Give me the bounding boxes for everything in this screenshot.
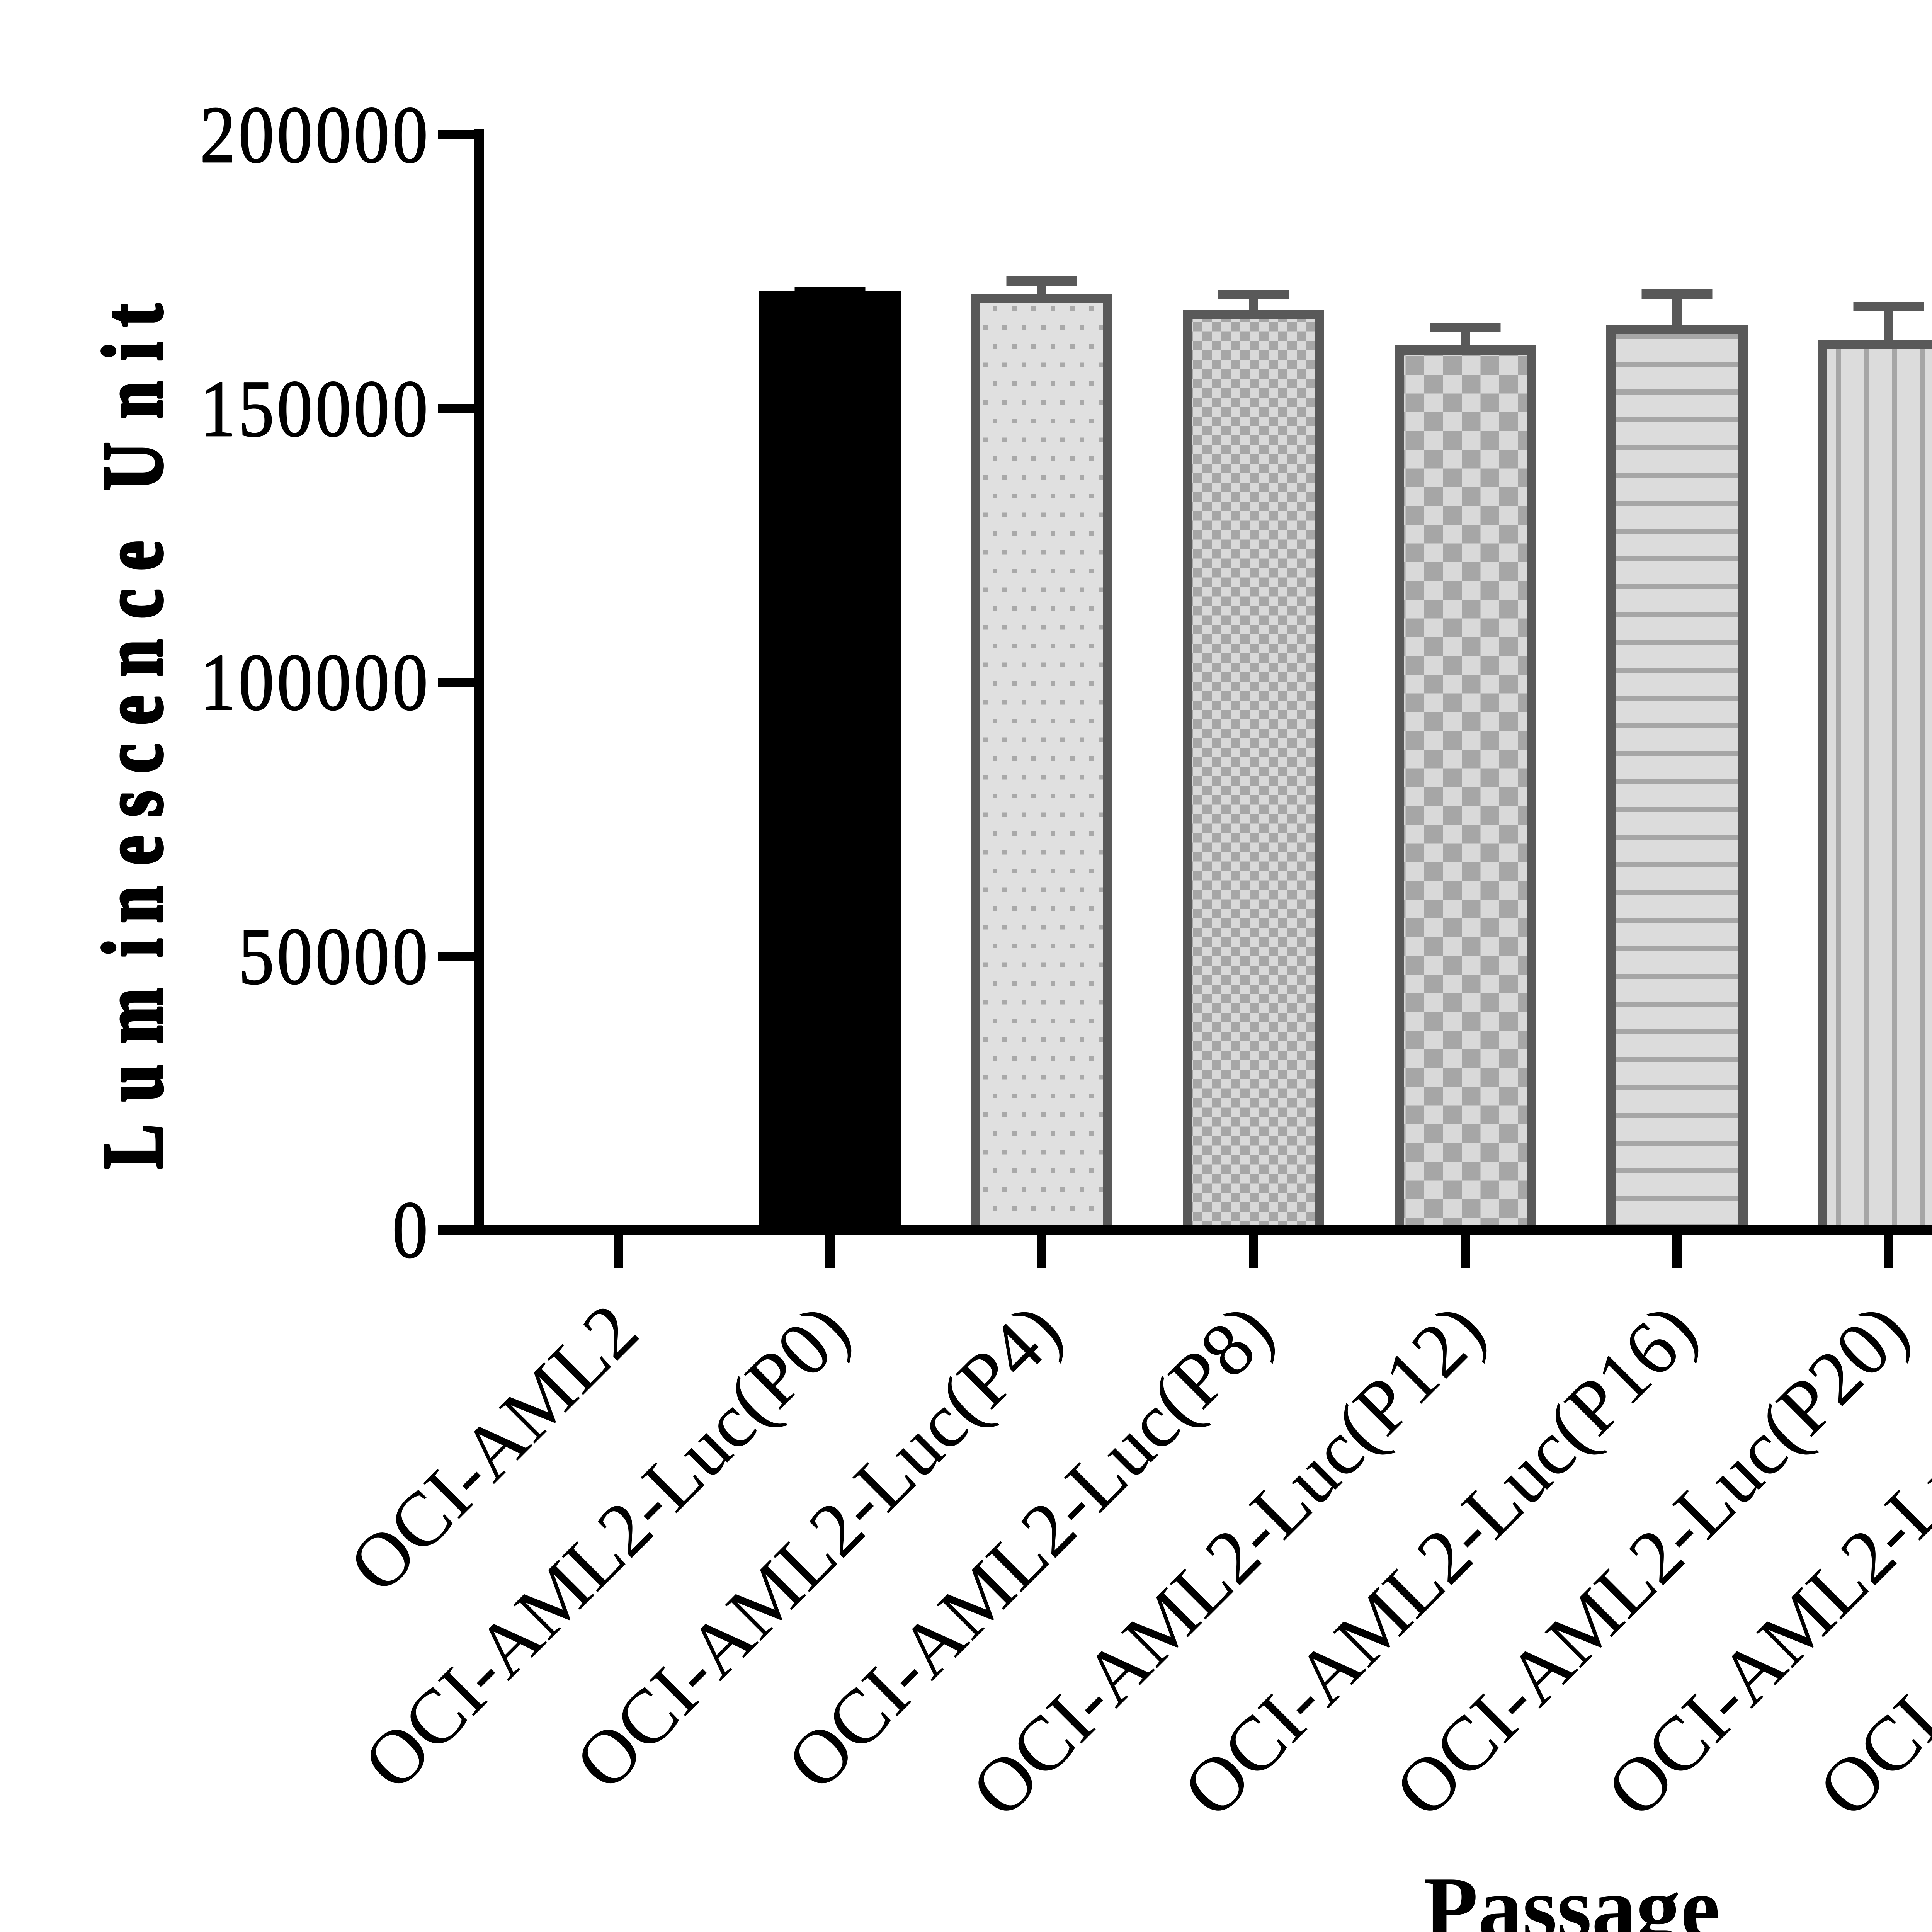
svg-text:0: 0: [238, 90, 274, 180]
svg-text:0: 0: [277, 637, 313, 727]
svg-text:0: 0: [315, 637, 351, 727]
svg-text:0: 0: [315, 911, 351, 1001]
svg-text:e: e: [86, 835, 180, 865]
svg-text:c: c: [86, 589, 180, 619]
svg-text:n: n: [86, 639, 180, 677]
svg-text:e: e: [86, 695, 180, 725]
svg-text:c: c: [86, 743, 180, 773]
svg-text:t: t: [86, 304, 180, 327]
svg-text:n: n: [86, 886, 180, 923]
svg-text:0: 0: [354, 911, 389, 1001]
svg-text:0: 0: [354, 90, 389, 180]
svg-text:0: 0: [238, 637, 274, 727]
svg-text:s: s: [86, 791, 180, 817]
svg-text:0: 0: [392, 911, 428, 1001]
svg-text:5: 5: [238, 911, 274, 1001]
svg-text:1: 1: [200, 364, 236, 454]
svg-text:0: 0: [392, 637, 428, 727]
svg-text:Passage: Passage: [1424, 1859, 1720, 1932]
svg-text:0: 0: [392, 90, 428, 180]
svg-text:0: 0: [315, 364, 351, 454]
svg-text:0: 0: [277, 364, 313, 454]
svg-text:1: 1: [200, 637, 236, 727]
svg-text:0: 0: [354, 364, 389, 454]
svg-text:0: 0: [277, 90, 313, 180]
svg-text:i: i: [86, 939, 180, 957]
svg-text:n: n: [86, 381, 180, 418]
svg-text:L: L: [86, 1124, 180, 1169]
svg-text:0: 0: [354, 637, 389, 727]
svg-text:0: 0: [392, 1185, 428, 1275]
svg-text:0: 0: [277, 911, 313, 1001]
svg-text:U: U: [86, 442, 180, 491]
svg-text:u: u: [86, 1064, 180, 1101]
svg-text:m: m: [86, 988, 180, 1043]
svg-text:e: e: [86, 541, 180, 571]
svg-text:2: 2: [200, 90, 236, 180]
svg-text:i: i: [86, 342, 180, 361]
svg-text:0: 0: [315, 90, 351, 180]
svg-text:5: 5: [238, 364, 274, 454]
svg-text:0: 0: [392, 364, 428, 454]
